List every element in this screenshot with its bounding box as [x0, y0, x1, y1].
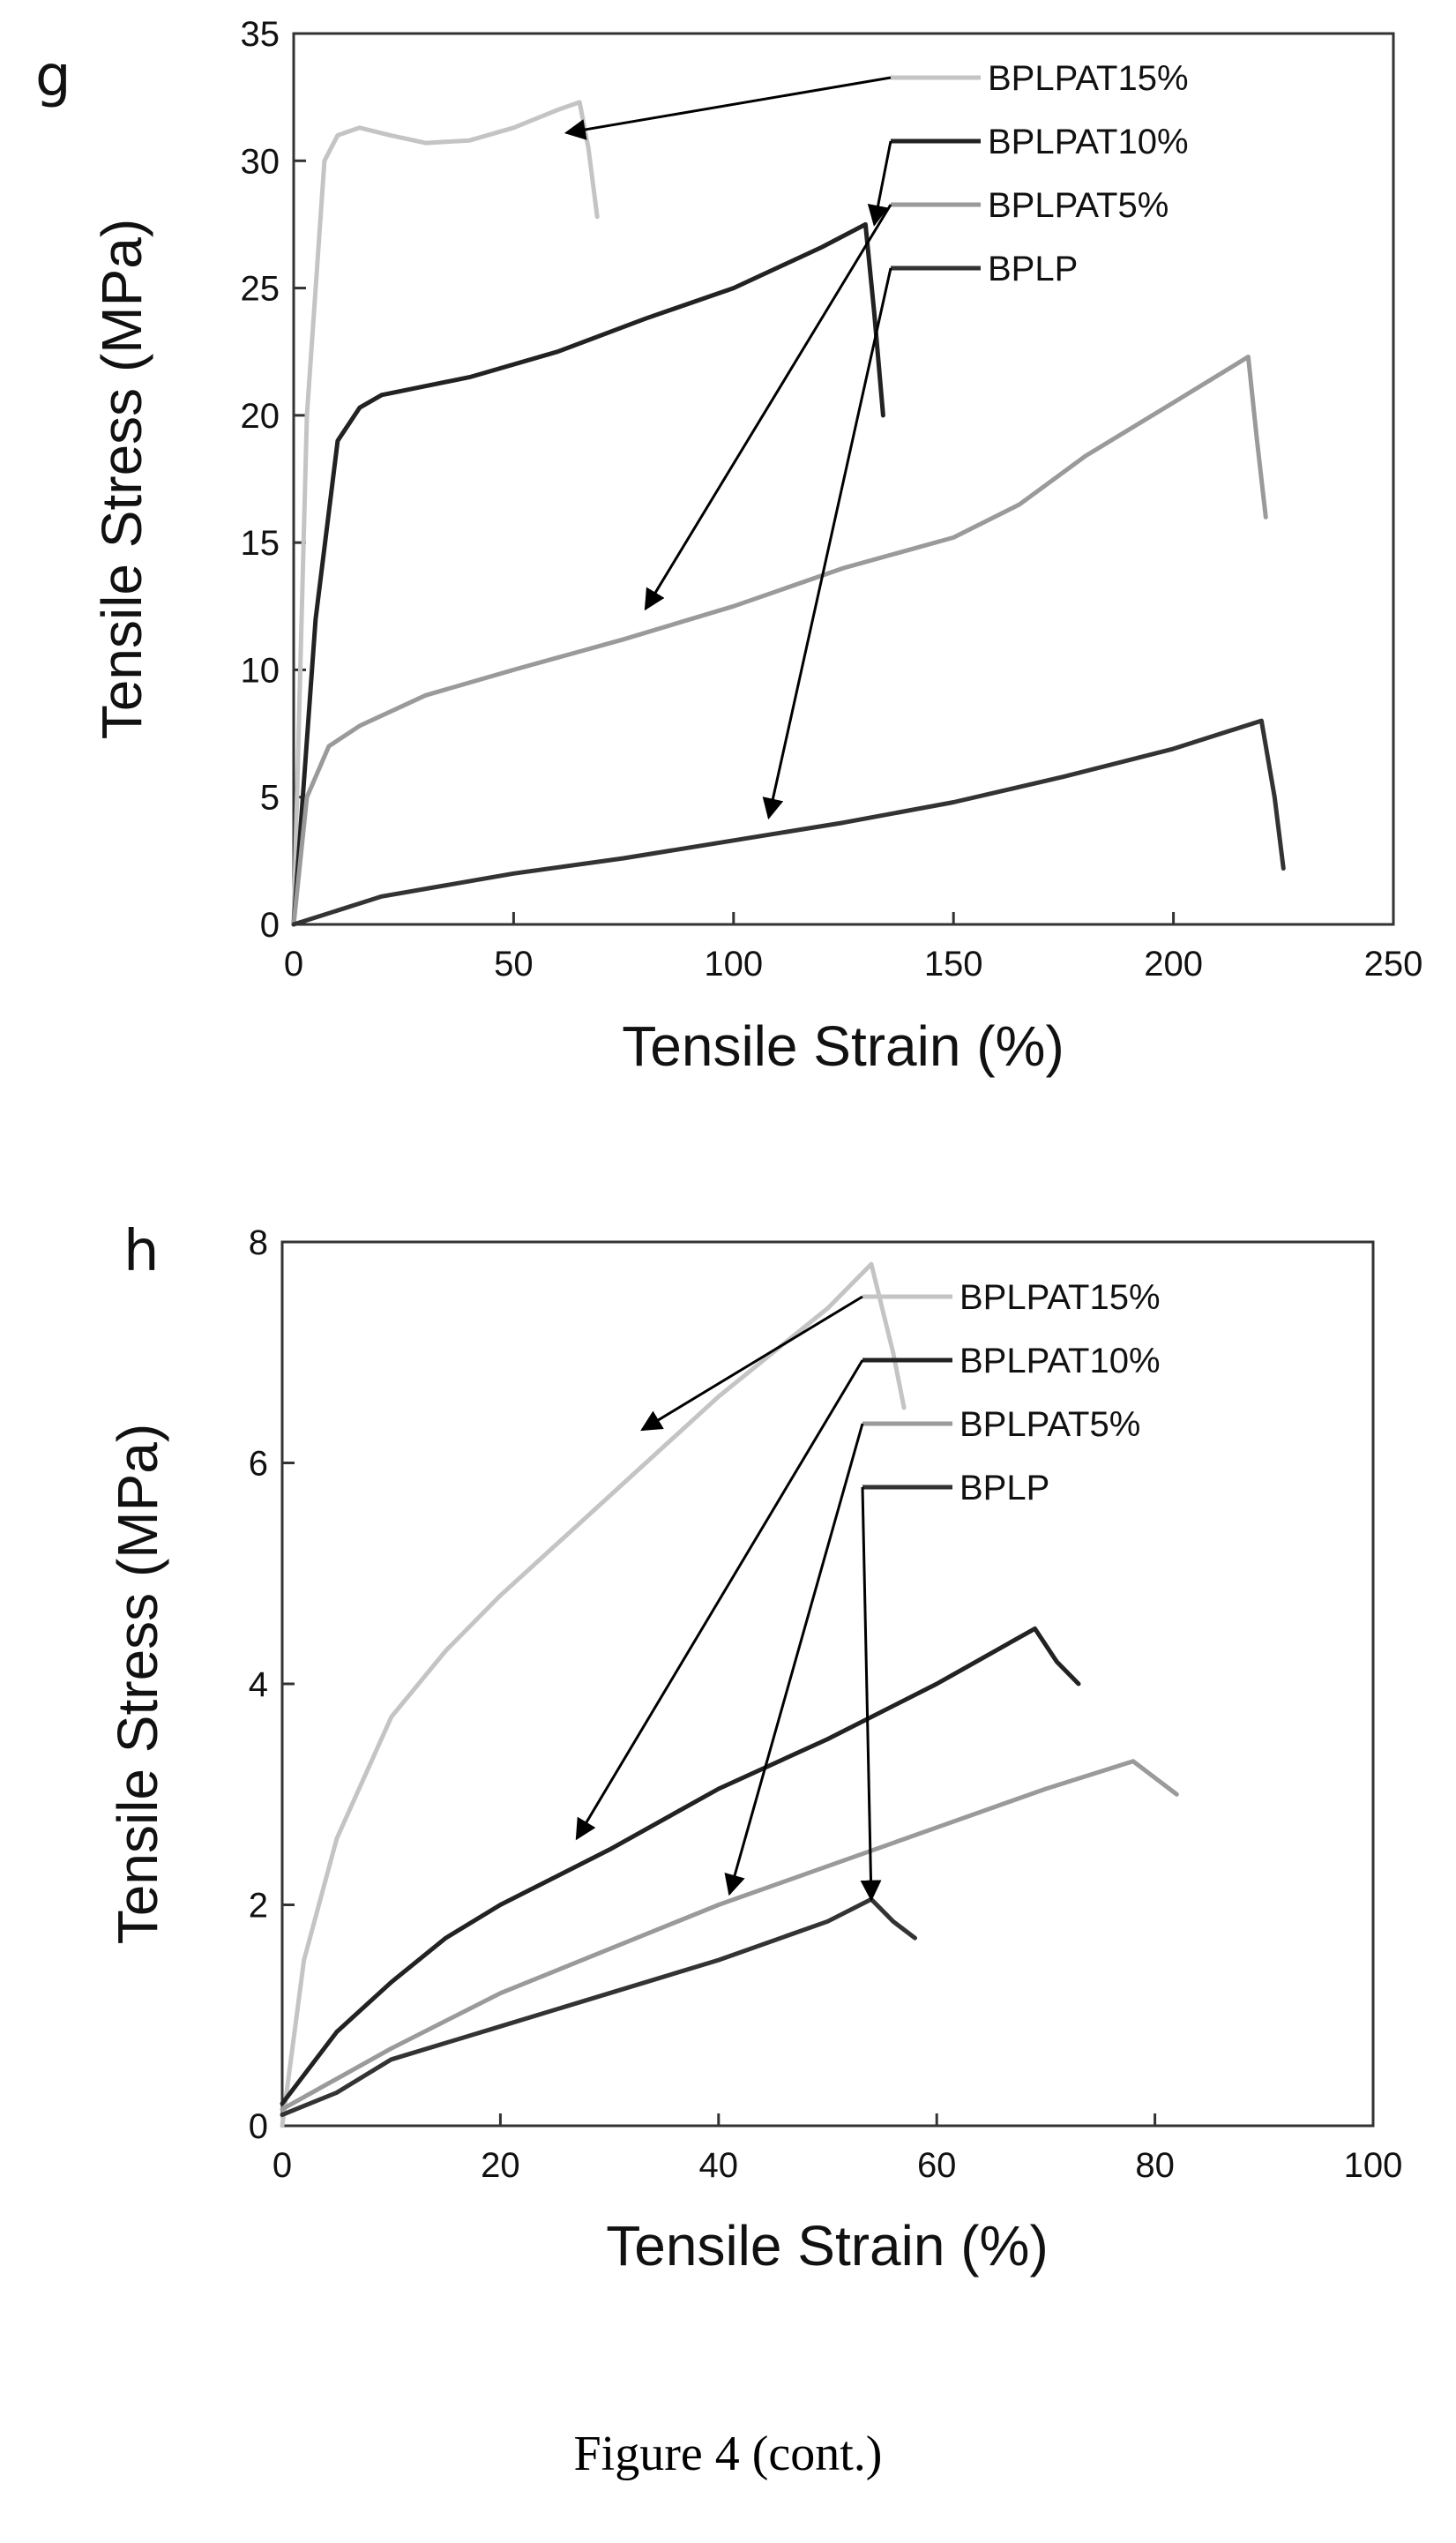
y-tick-label: 20: [241, 397, 280, 436]
legend-label: BPLPAT5%: [959, 1405, 1140, 1444]
x-tick-label: 20: [481, 2146, 520, 2185]
x-tick-label: 0: [273, 2146, 292, 2185]
legend-label: BPLPAT15%: [959, 1278, 1161, 1317]
y-tick-label: 5: [260, 779, 280, 818]
x-tick-label: 100: [1344, 2146, 1403, 2185]
series-lines: [291, 100, 1286, 927]
series-line-bplpat15pct: [291, 100, 600, 927]
panel-letter-g: g: [35, 44, 71, 109]
series-line-bplp: [291, 718, 1286, 927]
legend-label: BPLPAT10%: [988, 123, 1189, 161]
x-tick-label: 40: [699, 2146, 739, 2185]
y-tick-label: 30: [241, 142, 280, 181]
y-tick-label: 2: [249, 1887, 268, 1926]
series-lines: [280, 1261, 1179, 2128]
x-tick-label: 80: [1135, 2146, 1175, 2185]
series-line-bplpat10pct: [280, 1626, 1081, 2106]
legend-arrow: [564, 76, 892, 140]
legend-arrow: [575, 1359, 864, 1841]
y-tick-label: 8: [249, 1223, 268, 1262]
panel-letter-h: h: [123, 1219, 160, 1284]
legend-arrow: [640, 1295, 863, 1432]
y-tick-label: 6: [249, 1445, 268, 1484]
series-line-bplpat5pct: [291, 355, 1268, 927]
legend-arrow: [724, 1423, 864, 1896]
legend-label: BPLP: [988, 250, 1078, 288]
x-axis-label: Tensile Strain (%): [622, 1014, 1064, 1078]
y-tick-label: 4: [249, 1665, 268, 1704]
legend: BPLPAT15% BPLPAT10% BPLPAT5% BPLP: [564, 59, 1189, 820]
legend-label: BPLPAT5%: [988, 186, 1169, 225]
plot-frame: [292, 32, 1395, 926]
legend-label: BPLPAT10%: [959, 1342, 1161, 1380]
series-line-bplpat15pct: [280, 1261, 907, 2128]
axis-ticks: 0 50 100 150 200 250 0 5 10 15 20 25 30 35: [241, 15, 1423, 984]
series-line-bplpat10pct: [291, 221, 885, 927]
x-tick-label: 60: [917, 2146, 957, 2185]
plot-frame: [280, 1240, 1375, 2128]
legend-label: BPLP: [959, 1469, 1049, 1507]
legend-arrow: [762, 267, 892, 820]
x-axis-label: Tensile Strain (%): [606, 2214, 1049, 2277]
x-tick-label: 50: [494, 945, 534, 984]
axis-ticks: 0 20 40 60 80 100 0 2 4 6 8: [249, 1223, 1403, 2185]
x-tick-label: 150: [924, 945, 983, 984]
y-tick-label: 0: [249, 2107, 268, 2146]
y-axis-label: Tensile Stress (MPa): [90, 219, 153, 739]
y-tick-label: 35: [241, 15, 280, 54]
legend-arrow: [867, 140, 892, 227]
legend-label: BPLPAT15%: [988, 59, 1189, 98]
legend: BPLPAT15% BPLPAT10% BPLPAT5% BPLP: [575, 1278, 1161, 1902]
y-tick-label: 0: [260, 906, 280, 945]
x-tick-label: 100: [704, 945, 763, 984]
y-axis-label: Tensile Stress (MPa): [106, 1424, 169, 1944]
y-tick-label: 25: [241, 270, 280, 309]
chart-panel-g: g 0 50 100 150 200 250 0 5 10 15 20 25 30 35 BPLPAT15…: [35, 15, 1422, 1078]
x-tick-label: 200: [1144, 945, 1203, 984]
legend-arrow: [860, 1486, 882, 1902]
x-tick-label: 250: [1364, 945, 1423, 984]
y-tick-label: 15: [241, 524, 280, 563]
y-tick-label: 10: [241, 651, 280, 690]
figure-caption: Figure 4 (cont.): [573, 2427, 883, 2481]
series-line-bplp: [280, 1896, 917, 2117]
x-tick-label: 0: [284, 945, 303, 984]
series-line-bplpat5pct: [280, 1759, 1179, 2112]
legend-arrow: [644, 204, 892, 611]
